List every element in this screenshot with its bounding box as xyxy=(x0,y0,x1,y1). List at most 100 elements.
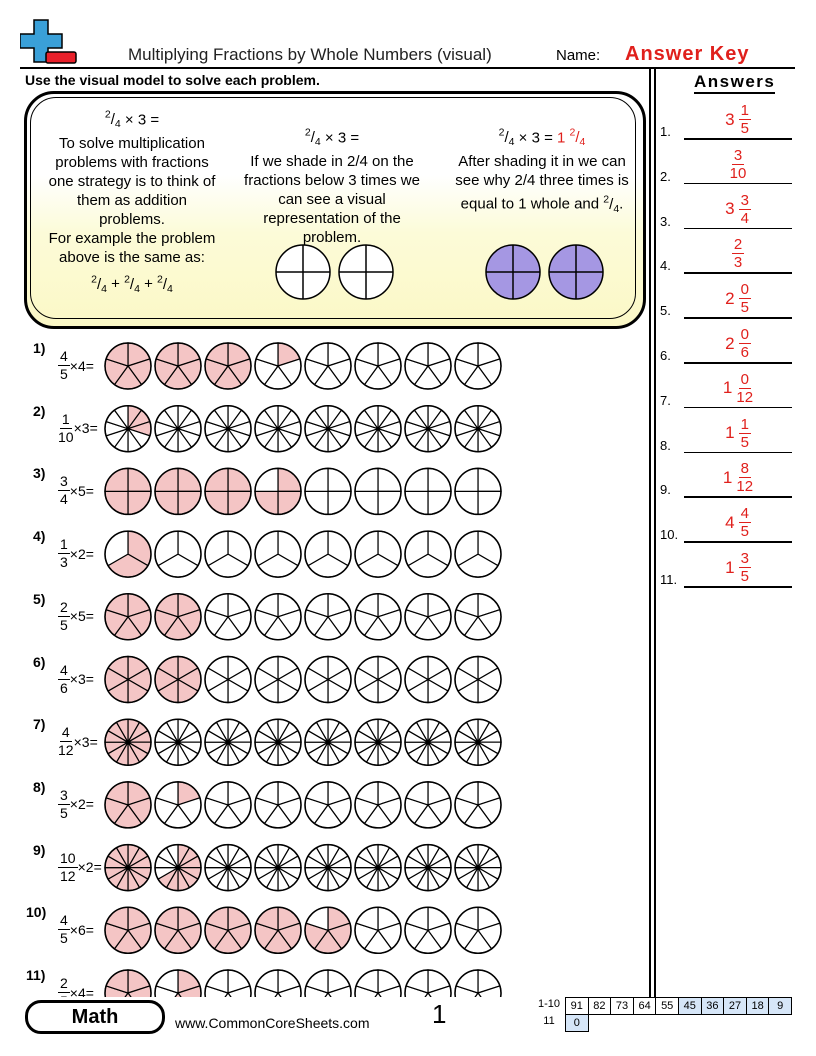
circle-outline xyxy=(254,342,302,390)
numerator: 2 xyxy=(58,975,70,993)
denominator: 5 xyxy=(740,433,749,451)
answer-whole: 1 xyxy=(722,378,733,398)
numerator: 2 xyxy=(91,273,97,286)
fraction-circle xyxy=(154,342,202,390)
answer-fraction: 8 12 xyxy=(736,460,753,495)
fraction-circle xyxy=(204,467,252,516)
problem-number: 3) xyxy=(33,465,46,482)
circle-outline xyxy=(304,530,352,578)
subject-badge: Math xyxy=(25,1000,165,1034)
example-box: 2/4 × 3 = To solve multiplication problem… xyxy=(24,91,646,329)
fraction-circle xyxy=(104,342,152,390)
name-label: Name: xyxy=(556,47,601,64)
problem-number: 2) xyxy=(33,402,46,419)
circle-outline xyxy=(354,969,402,997)
circle-outline xyxy=(204,718,252,766)
denominator: 5 xyxy=(740,120,749,137)
fraction-circle xyxy=(404,843,452,892)
circle-outline xyxy=(454,781,502,829)
fraction-circle xyxy=(454,655,502,704)
fraction: 10 12 xyxy=(58,850,78,885)
fraction-circle xyxy=(454,781,502,829)
circle-outline xyxy=(304,655,352,704)
multiplier: 2 xyxy=(77,545,86,562)
slash-fraction: 2/4 xyxy=(498,127,515,148)
denominator: 5 xyxy=(60,804,68,821)
fraction-circle xyxy=(304,342,352,390)
footer: Math www.CommonCoreSheets.com 1 1-10 91 82… xyxy=(0,997,816,1056)
score-cell: 45 xyxy=(678,997,702,1015)
slash-fraction: 2/4 xyxy=(105,109,121,130)
circle-outline xyxy=(354,718,402,766)
circle-outline xyxy=(404,906,452,955)
fraction-circle xyxy=(304,593,352,641)
circle-outline xyxy=(254,781,302,829)
fraction-circle xyxy=(304,906,352,955)
fraction-circle xyxy=(454,906,502,955)
answer: 3 10 xyxy=(684,147,792,182)
equals: = xyxy=(85,796,94,813)
fraction-circle xyxy=(204,718,252,766)
circle-outline xyxy=(204,530,252,578)
times: × xyxy=(73,733,82,750)
circle-outline xyxy=(104,781,152,829)
numerator: 3 xyxy=(738,550,751,568)
multiplier: 6 xyxy=(77,921,86,938)
fraction-circle xyxy=(154,467,202,516)
numerator: 4 xyxy=(738,505,751,524)
problem-number: 5) xyxy=(33,590,46,607)
fraction-circle xyxy=(304,467,352,516)
fraction-circle xyxy=(154,969,202,997)
slash-fraction: 2/4 xyxy=(124,273,140,294)
answer-line xyxy=(684,406,792,409)
score-cell: 27 xyxy=(723,997,747,1015)
fraction-circle xyxy=(204,781,252,829)
denominator: 10 xyxy=(729,164,747,182)
circle-outline xyxy=(104,593,152,641)
times: × xyxy=(69,921,78,938)
title: Multiplying Fractions by Whole Numbers (… xyxy=(128,45,492,64)
answer: 1 0 12 xyxy=(684,371,792,406)
fraction-circle xyxy=(354,969,402,997)
circle-outline xyxy=(104,404,152,453)
times: × xyxy=(69,357,78,374)
fraction: 4 12 xyxy=(58,724,74,759)
sum: 2/4 + 2/4 + 2/4 xyxy=(42,270,222,298)
denominator: 4 xyxy=(579,136,586,149)
instructions: Use the visual model to solve each probl… xyxy=(25,72,320,88)
slash: / xyxy=(96,275,102,293)
equals: = xyxy=(85,545,94,562)
answer-fraction: 3 10 xyxy=(730,147,747,182)
fraction-circle xyxy=(254,593,302,641)
circle-outline xyxy=(154,404,202,453)
circle-outline xyxy=(204,969,252,997)
slash: / xyxy=(575,129,580,147)
score-cell: 82 xyxy=(587,997,612,1015)
equals: = xyxy=(89,733,98,750)
example-column: 2/4 × 3 = If we shade in 2/4 on the fract… xyxy=(237,124,427,247)
answer-number: 11. xyxy=(660,572,678,587)
fraction-circle xyxy=(154,781,202,829)
slash: / xyxy=(609,195,614,213)
equals: = xyxy=(93,859,102,876)
numerator: 2 xyxy=(498,127,505,139)
denominator: 4 xyxy=(167,282,173,295)
problem-expression: 4 5 × 6 = xyxy=(58,912,94,947)
fraction-circle xyxy=(104,530,152,578)
problem-number: 4) xyxy=(33,528,46,545)
circle-outline xyxy=(454,969,502,997)
problem-expression: 25×4= xyxy=(58,975,94,997)
fraction-circle xyxy=(104,593,152,641)
circle-outline xyxy=(104,843,152,892)
denominator: 5 xyxy=(60,616,68,633)
problem-expression: 4 5 × 4 = xyxy=(58,348,94,383)
multiplier: 3 xyxy=(77,671,86,687)
score-cell: 18 xyxy=(745,997,770,1015)
fraction-circle xyxy=(304,718,352,766)
fraction-circle xyxy=(354,593,402,641)
times: × xyxy=(69,671,78,687)
